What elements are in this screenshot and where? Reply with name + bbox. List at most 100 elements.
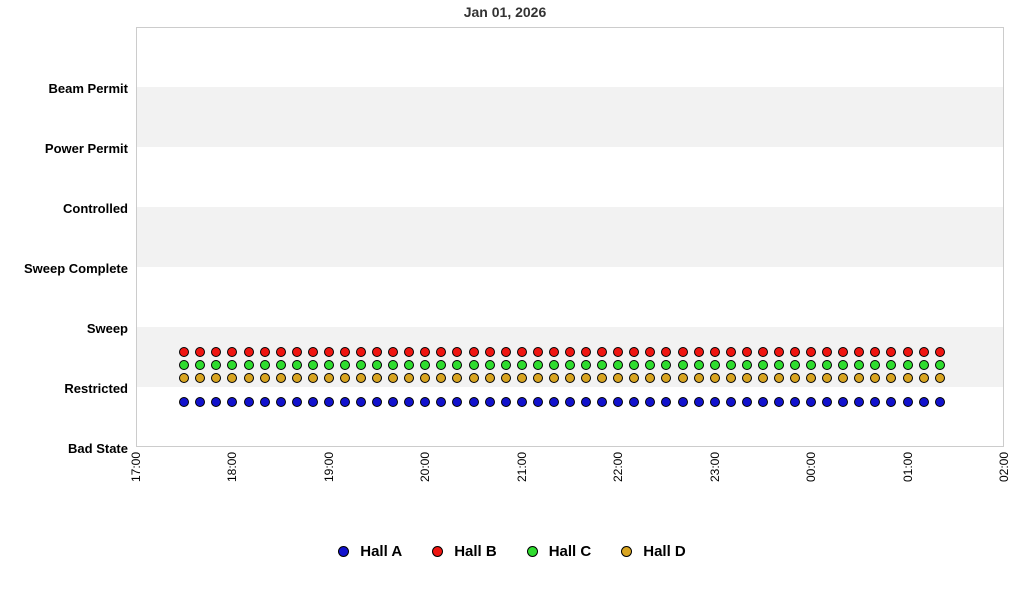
data-point bbox=[741, 373, 752, 383]
data-point bbox=[581, 397, 592, 407]
data-point bbox=[323, 397, 334, 407]
data-point bbox=[934, 360, 945, 370]
data-point bbox=[806, 397, 817, 407]
data-point bbox=[565, 347, 575, 357]
data-point bbox=[436, 373, 447, 383]
data-point bbox=[773, 397, 784, 407]
data-point bbox=[886, 373, 897, 383]
y-axis-label: Beam Permit bbox=[48, 81, 128, 96]
data-point bbox=[757, 347, 768, 357]
data-point bbox=[725, 397, 736, 407]
data-point bbox=[227, 347, 238, 357]
data-point bbox=[516, 347, 527, 357]
data-point bbox=[709, 397, 720, 407]
data-point bbox=[581, 347, 592, 357]
data-point bbox=[211, 347, 222, 357]
data-point bbox=[259, 347, 270, 357]
data-point bbox=[822, 360, 833, 370]
data-point bbox=[388, 347, 399, 357]
data-point bbox=[806, 373, 817, 383]
data-point bbox=[822, 397, 833, 407]
data-point bbox=[532, 347, 543, 357]
data-point bbox=[307, 397, 318, 407]
data-point bbox=[388, 373, 399, 383]
data-point bbox=[436, 347, 447, 357]
data-point bbox=[548, 373, 559, 383]
data-point bbox=[822, 373, 833, 383]
data-point bbox=[420, 347, 431, 357]
data-point bbox=[500, 360, 511, 370]
data-point bbox=[870, 397, 881, 407]
data-point bbox=[741, 397, 752, 407]
data-point bbox=[291, 397, 302, 407]
legend-item: Hall A bbox=[338, 543, 402, 560]
data-point bbox=[323, 373, 334, 383]
data-point bbox=[307, 373, 318, 383]
data-point bbox=[404, 397, 415, 407]
data-point bbox=[613, 373, 624, 383]
data-point bbox=[677, 347, 688, 357]
data-point bbox=[259, 397, 270, 407]
data-point bbox=[597, 373, 608, 383]
data-point bbox=[773, 373, 784, 383]
data-point bbox=[613, 347, 624, 357]
data-point bbox=[661, 373, 672, 383]
data-point bbox=[838, 397, 849, 407]
x-axis-tick-label: 01:00 bbox=[900, 452, 915, 483]
data-point bbox=[918, 360, 929, 370]
legend-item: Hall C bbox=[526, 543, 591, 560]
data-point bbox=[259, 373, 270, 383]
data-point bbox=[388, 397, 399, 407]
data-point bbox=[195, 360, 206, 370]
x-axis-tick-label: 00:00 bbox=[804, 452, 819, 483]
data-point bbox=[484, 373, 495, 383]
data-point bbox=[468, 360, 479, 370]
data-point bbox=[404, 373, 415, 383]
y-axis-label: Sweep Complete bbox=[23, 261, 128, 276]
data-point bbox=[886, 360, 897, 370]
data-point bbox=[741, 347, 752, 357]
data-point bbox=[452, 397, 463, 407]
data-point bbox=[404, 360, 415, 370]
data-point bbox=[339, 347, 350, 357]
data-point bbox=[259, 360, 270, 370]
data-point bbox=[806, 347, 817, 357]
legend-label: Hall A bbox=[360, 543, 403, 560]
data-point bbox=[725, 373, 736, 383]
data-point bbox=[629, 397, 640, 407]
data-point bbox=[693, 347, 704, 357]
y-axis-label: Sweep bbox=[86, 321, 128, 336]
data-point bbox=[661, 347, 672, 357]
data-point bbox=[661, 360, 672, 370]
data-point bbox=[356, 360, 367, 370]
data-point bbox=[532, 360, 543, 370]
data-point bbox=[741, 360, 752, 370]
data-point bbox=[323, 347, 334, 357]
data-point bbox=[339, 373, 350, 383]
data-point bbox=[452, 360, 463, 370]
data-point bbox=[709, 373, 720, 383]
y-axis-label: Restricted bbox=[64, 381, 128, 396]
x-axis-tick-label: 22:00 bbox=[611, 452, 626, 483]
x-axis-tick-label: 23:00 bbox=[707, 452, 722, 483]
data-point bbox=[661, 397, 672, 407]
data-point bbox=[790, 347, 801, 357]
data-point bbox=[934, 347, 945, 357]
grid-band bbox=[137, 207, 1003, 267]
data-point bbox=[339, 397, 350, 407]
data-point bbox=[838, 360, 849, 370]
data-point bbox=[468, 373, 479, 383]
data-point bbox=[195, 347, 206, 357]
x-axis-tick-label: 18:00 bbox=[225, 452, 240, 483]
data-point bbox=[548, 397, 559, 407]
data-point bbox=[854, 360, 865, 370]
data-point bbox=[902, 347, 913, 357]
data-point bbox=[918, 373, 929, 383]
data-point bbox=[404, 347, 415, 357]
data-point bbox=[613, 360, 624, 370]
data-point bbox=[934, 397, 945, 407]
y-axis-label: Bad State bbox=[68, 441, 128, 456]
legend: Hall A Hall B Hall C Hall D bbox=[0, 543, 1024, 560]
data-point bbox=[500, 397, 511, 407]
data-point bbox=[227, 373, 238, 383]
